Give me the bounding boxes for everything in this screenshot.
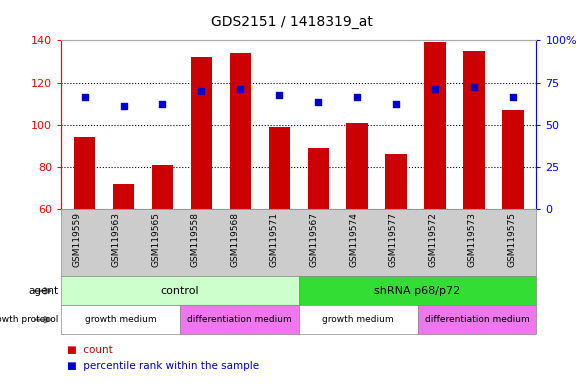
Text: GSM119574: GSM119574 <box>349 212 358 267</box>
Text: growth medium: growth medium <box>322 315 394 324</box>
Text: ■  count: ■ count <box>67 345 113 355</box>
Text: GSM119575: GSM119575 <box>508 212 517 267</box>
Bar <box>308 148 329 336</box>
Bar <box>152 165 173 336</box>
Bar <box>346 123 368 336</box>
Point <box>314 98 323 104</box>
Point <box>119 103 128 109</box>
Point <box>80 94 89 101</box>
Bar <box>269 127 290 336</box>
Bar <box>424 42 446 336</box>
Text: differentiation medium: differentiation medium <box>187 315 292 324</box>
Text: growth protocol: growth protocol <box>0 315 58 324</box>
Point <box>469 84 479 90</box>
Text: GSM119567: GSM119567 <box>310 212 318 267</box>
Text: GSM119572: GSM119572 <box>429 212 437 267</box>
Text: agent: agent <box>28 286 58 296</box>
Text: GDS2151 / 1418319_at: GDS2151 / 1418319_at <box>210 15 373 29</box>
Text: GSM119568: GSM119568 <box>230 212 240 267</box>
Bar <box>191 57 212 336</box>
Text: GSM119565: GSM119565 <box>151 212 160 267</box>
Bar <box>463 51 484 336</box>
Text: GSM119558: GSM119558 <box>191 212 200 267</box>
Point <box>508 94 518 101</box>
Text: GSM119571: GSM119571 <box>270 212 279 267</box>
Text: shRNA p68/p72: shRNA p68/p72 <box>374 286 461 296</box>
Point <box>196 88 206 94</box>
Text: GSM119559: GSM119559 <box>72 212 81 267</box>
Text: differentiation medium: differentiation medium <box>424 315 529 324</box>
Point <box>430 86 440 92</box>
Bar <box>113 184 134 336</box>
Point <box>158 101 167 107</box>
Text: control: control <box>161 286 199 296</box>
Text: GSM119563: GSM119563 <box>111 212 121 267</box>
Text: GSM119573: GSM119573 <box>468 212 477 267</box>
Text: growth medium: growth medium <box>85 315 156 324</box>
Bar <box>385 154 407 336</box>
Bar <box>74 137 95 336</box>
Text: GSM119577: GSM119577 <box>389 212 398 267</box>
Text: ■  percentile rank within the sample: ■ percentile rank within the sample <box>67 361 259 371</box>
Bar <box>503 110 524 336</box>
Point <box>275 92 284 98</box>
Point <box>392 101 401 107</box>
Point <box>353 94 362 101</box>
Bar <box>230 53 251 336</box>
Point <box>236 86 245 92</box>
